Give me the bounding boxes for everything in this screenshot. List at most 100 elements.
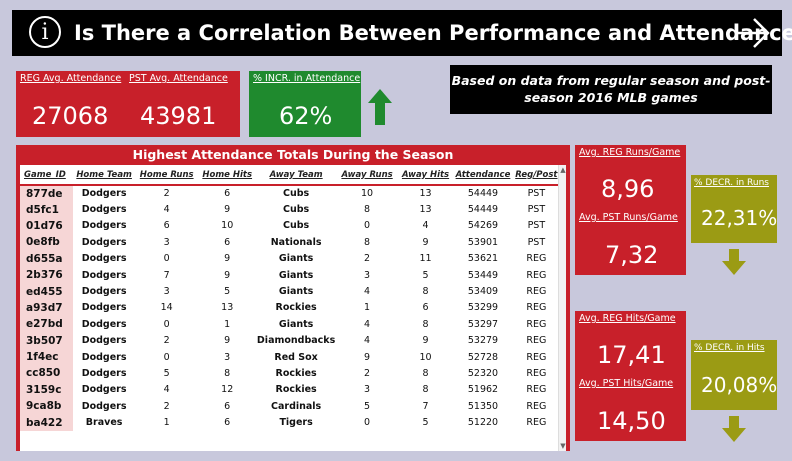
- table-scrollbar[interactable]: ▲ ▼: [558, 165, 566, 451]
- cell-away-team: Giants: [278, 253, 314, 265]
- cell-away-runs: 9: [364, 351, 371, 363]
- cell-attendance: 51350: [467, 400, 499, 412]
- table-row[interactable]: cc850 Dodgers 5 8 Rockies 2 8 52320 REG: [20, 365, 560, 382]
- cell-game-id: ed455: [20, 283, 74, 300]
- cell-away-runs: 3: [364, 384, 371, 396]
- chevron-down-icon[interactable]: ▼: [560, 442, 566, 450]
- col-header-attendance[interactable]: Attendance: [453, 165, 513, 186]
- cell-reg-post: PST: [527, 204, 546, 216]
- cell-game-id: 3159c: [20, 381, 74, 399]
- cell-game-id: e27bd: [20, 316, 74, 333]
- cell-home-runs: 1: [163, 417, 170, 429]
- table-row[interactable]: ba422 Braves 1 6 Tigers 0 5 51220 REG: [20, 414, 560, 431]
- col-header-away-team[interactable]: Away Team: [255, 165, 337, 186]
- col-header-home-team[interactable]: Home Team: [73, 165, 135, 186]
- cell-game-id: cc850: [20, 365, 74, 382]
- cell-away-team: Red Sox: [274, 351, 318, 363]
- cell-attendance: 53279: [467, 335, 499, 347]
- cell-away-team: Giants: [278, 286, 314, 298]
- note-line-1: Based on data from regular season and po…: [451, 73, 771, 88]
- cell-game-id: 1f4ec: [20, 348, 74, 366]
- cell-home-hits: 9: [224, 269, 231, 281]
- cell-reg-post: REG: [526, 417, 547, 429]
- cell-away-team: Giants: [278, 269, 314, 281]
- col-header-game-id[interactable]: Game_ID: [20, 165, 74, 186]
- col-header-home-runs[interactable]: Home Runs: [134, 165, 199, 186]
- cell-home-hits: 6: [224, 400, 231, 412]
- incr-attendance-card: % INCR. in Attendance 62%: [249, 71, 361, 137]
- table-row[interactable]: 877de Dodgers 2 6 Cubs 10 13 54449 PST: [20, 185, 560, 202]
- cell-away-team: Nationals: [270, 236, 322, 248]
- reg-attendance-label: REG Avg. Attendance: [20, 73, 122, 84]
- table-row[interactable]: 01d76 Dodgers 6 10 Cubs 0 4 54269 PST: [20, 217, 560, 235]
- cell-game-id: 9ca8b: [20, 398, 74, 415]
- page-title: Is There a Correlation Between Performan…: [74, 21, 792, 45]
- cell-away-hits: 5: [422, 417, 429, 429]
- cell-home-runs: 0: [163, 253, 170, 265]
- cell-home-team: Dodgers: [81, 236, 127, 248]
- cell-away-team: Cubs: [283, 204, 310, 216]
- decr-runs-card: % DECR. in Runs 22,31%: [691, 175, 777, 243]
- note-line-2: season 2016 MLB games: [524, 90, 698, 105]
- col-header-away-runs[interactable]: Away Runs: [336, 165, 398, 186]
- cell-away-hits: 10: [419, 351, 432, 363]
- table-row[interactable]: ed455 Dodgers 3 5 Giants 4 8 53409 REG: [20, 283, 560, 300]
- cell-home-hits: 10: [221, 220, 234, 232]
- arrow-down-icon: [722, 416, 746, 442]
- cell-home-hits: 9: [224, 253, 231, 265]
- chevron-up-icon[interactable]: ▲: [560, 166, 566, 174]
- table-row[interactable]: 2b376 Dodgers 7 9 Giants 3 5 53449 REG: [20, 266, 560, 284]
- cell-home-team: Dodgers: [81, 400, 127, 412]
- cell-home-team: Dodgers: [81, 188, 127, 200]
- cell-attendance: 54449: [467, 204, 499, 216]
- table-row[interactable]: 1f4ec Dodgers 0 3 Red Sox 9 10 52728 REG: [20, 348, 560, 366]
- cell-away-hits: 11: [419, 253, 432, 265]
- cell-away-hits: 9: [422, 236, 429, 248]
- table-row[interactable]: 3b507 Dodgers 2 9 Diamondbacks 4 9 53279 REG: [20, 332, 560, 349]
- cell-reg-post: REG: [526, 253, 547, 265]
- cell-reg-post: REG: [526, 351, 547, 363]
- table-row[interactable]: 0e8fb Dodgers 3 6 Nationals 8 9 53901 PST: [20, 234, 560, 251]
- cell-attendance: 54269: [467, 220, 499, 232]
- cell-attendance: 53299: [467, 302, 499, 314]
- arrow-up-icon: [368, 89, 392, 125]
- cell-away-hits: 8: [422, 367, 429, 379]
- cell-attendance: 54449: [467, 188, 499, 200]
- cell-home-team: Dodgers: [81, 204, 127, 216]
- table-row[interactable]: 3159c Dodgers 4 12 Rockies 3 8 51962 REG: [20, 381, 560, 399]
- attendance-table: Game_ID Home Team Home Runs Home Hits Aw…: [20, 165, 560, 431]
- cell-attendance: 52728: [467, 351, 499, 363]
- decr-runs-value: 22,31%: [701, 206, 778, 230]
- col-header-reg-post[interactable]: Reg/Post: [512, 165, 560, 186]
- cell-reg-post: REG: [526, 302, 547, 314]
- cell-game-id: 877de: [20, 185, 74, 202]
- table-row[interactable]: d5fc1 Dodgers 4 9 Cubs 8 13 54449 PST: [20, 201, 560, 218]
- reg-hits-value: 17,41: [597, 341, 666, 369]
- table-body: 877de Dodgers 2 6 Cubs 10 13 54449 PST d5fc1 Dodge…: [20, 185, 560, 431]
- arrow-right-icon[interactable]: [734, 16, 772, 50]
- table-row[interactable]: 9ca8b Dodgers 2 6 Cardinals 5 7 51350 REG: [20, 398, 560, 415]
- cell-home-team: Dodgers: [81, 302, 127, 314]
- cell-home-hits: 12: [221, 384, 234, 396]
- cell-home-runs: 3: [163, 286, 170, 298]
- table-viewport[interactable]: Game_ID Home Team Home Runs Home Hits Aw…: [20, 165, 566, 451]
- attendance-kpi-card: REG Avg. Attendance PST Avg. Attendance …: [16, 71, 240, 137]
- table-row[interactable]: e27bd Dodgers 0 1 Giants 4 8 53297 REG: [20, 316, 560, 333]
- cell-away-hits: 5: [422, 269, 429, 281]
- col-header-away-hits[interactable]: Away Hits: [397, 165, 454, 186]
- cell-game-id: d655a: [20, 250, 74, 267]
- table-row[interactable]: d655a Dodgers 0 9 Giants 2 11 53621 REG: [20, 250, 560, 267]
- cell-away-hits: 8: [422, 384, 429, 396]
- decr-runs-label: % DECR. in Runs: [694, 178, 769, 188]
- cell-home-runs: 4: [163, 384, 170, 396]
- col-header-home-hits[interactable]: Home Hits: [198, 165, 256, 186]
- table-row[interactable]: a93d7 Dodgers 14 13 Rockies 1 6 53299 REG: [20, 299, 560, 317]
- cell-home-runs: 4: [163, 204, 170, 216]
- cell-home-hits: 6: [224, 236, 231, 248]
- pst-attendance-label: PST Avg. Attendance: [129, 73, 228, 84]
- info-icon-glyph: i: [41, 20, 49, 45]
- info-icon[interactable]: i: [29, 16, 61, 48]
- cell-home-runs: 0: [163, 351, 170, 363]
- cell-away-team: Rockies: [275, 302, 317, 314]
- cell-away-team: Cardinals: [271, 400, 322, 412]
